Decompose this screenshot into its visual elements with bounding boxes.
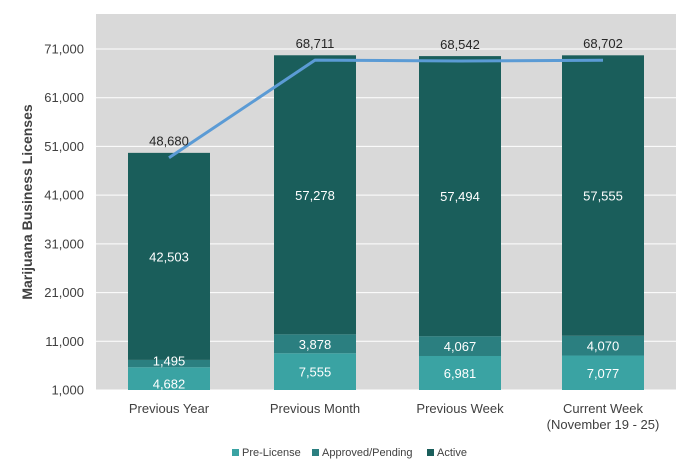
- data-label-pre-license: 6,981: [444, 366, 477, 381]
- x-tick-label: Previous Week: [416, 401, 504, 416]
- x-tick-label: Previous Month: [270, 401, 360, 416]
- total-line: [168, 58, 604, 159]
- y-tick-label: 51,000: [44, 139, 84, 154]
- bar-segment-active: [562, 55, 644, 336]
- total-label: 48,680: [149, 134, 189, 149]
- x-tick-label: Current Week: [563, 401, 643, 416]
- data-label-active: 42,503: [149, 249, 189, 264]
- y-tick-label: 21,000: [44, 285, 84, 300]
- data-label-approved-pending: 1,495: [153, 354, 186, 369]
- y-tick-label: 41,000: [44, 188, 84, 203]
- data-label-active: 57,494: [440, 189, 480, 204]
- legend-label: Active: [437, 447, 467, 459]
- data-label-pre-license: 7,077: [587, 366, 620, 381]
- legend-label: Pre-License: [242, 447, 301, 459]
- bar-segment-approved-pending: [128, 359, 210, 368]
- data-label-active: 57,555: [583, 189, 623, 204]
- y-tick-label: 11,000: [45, 334, 84, 349]
- bar-segment-active: [128, 152, 210, 360]
- bar-segment-active: [274, 55, 356, 335]
- legend-swatch: [312, 449, 319, 456]
- bar-segment-pre-license: [419, 355, 501, 390]
- data-label-pre-license: 7,555: [299, 365, 332, 380]
- bar-segment-pre-license: [128, 367, 210, 390]
- total-label: 68,711: [296, 36, 335, 51]
- bar-segment-pre-license: [274, 353, 356, 390]
- y-tick-label: 71,000: [44, 42, 84, 57]
- bar-segment-approved-pending: [274, 334, 356, 354]
- x-tick-label: (November 19 - 25): [547, 417, 660, 432]
- y-tick-label: 61,000: [44, 90, 84, 105]
- data-label-active: 57,278: [295, 188, 335, 203]
- bar-segment-approved-pending: [562, 335, 644, 356]
- bar-segment-pre-license: [562, 355, 644, 390]
- legend-swatch: [232, 449, 239, 456]
- bar-segment-approved-pending: [419, 336, 501, 356]
- bar-segment-active: [419, 56, 501, 337]
- total-label: 68,702: [583, 36, 623, 51]
- y-tick-label: 1,000: [51, 383, 84, 398]
- total-label: 68,542: [440, 37, 480, 52]
- data-label-approved-pending: 4,070: [587, 339, 620, 354]
- data-label-approved-pending: 3,878: [299, 337, 332, 352]
- y-tick-label: 31,000: [44, 236, 84, 251]
- legend-label: Approved/Pending: [322, 447, 413, 459]
- data-label-pre-license: 4,682: [153, 377, 186, 392]
- legend-swatch: [427, 449, 434, 456]
- data-label-approved-pending: 4,067: [444, 339, 477, 354]
- y-axis-title: Marijuana Business Licenses: [19, 104, 35, 300]
- x-tick-label: Previous Year: [129, 401, 210, 416]
